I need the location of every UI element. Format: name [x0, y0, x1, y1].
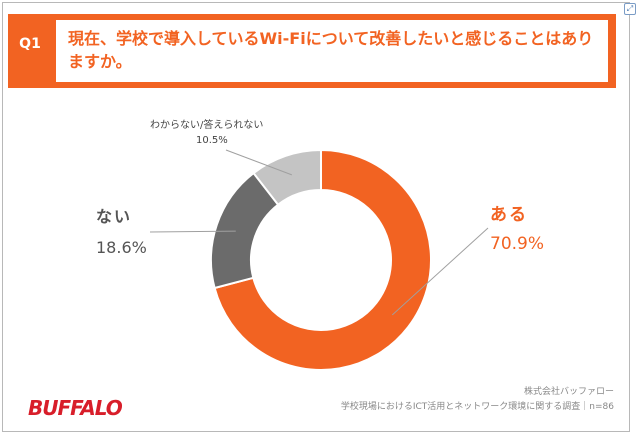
question-number: Q1 — [19, 36, 41, 52]
expand-icon[interactable]: ⤢ — [624, 3, 636, 15]
leader-line-dontknow — [225, 149, 293, 176]
footer-survey: 学校現場におけるICT活用とネットワーク環境に関する調査｜n=86 — [340, 402, 614, 412]
leader-line-yes — [391, 227, 489, 316]
leader-lines — [149, 149, 489, 316]
question-text: 現在、学校で導入しているWi-Fiについて改善したいと感じることはありますか。 — [68, 29, 594, 71]
slice-label-dontknow: わからない/答えられない — [150, 120, 264, 131]
footer-company: 株式会社バッファロー — [523, 387, 614, 397]
donut-slices — [210, 148, 432, 371]
slice-value-yes: 70.9% — [490, 234, 545, 254]
leader-line-no — [149, 230, 236, 233]
buffalo-logo: BUFFALO — [28, 396, 123, 420]
slice-label-no: ない — [96, 207, 133, 226]
slice-label-yes: ある — [490, 205, 528, 225]
slice-value-no: 18.6% — [96, 238, 147, 257]
slice-value-dontknow: 10.5% — [196, 135, 228, 146]
slice-yes — [213, 148, 432, 371]
question-text-box — [56, 20, 608, 82]
slice-dontknow — [252, 148, 322, 207]
